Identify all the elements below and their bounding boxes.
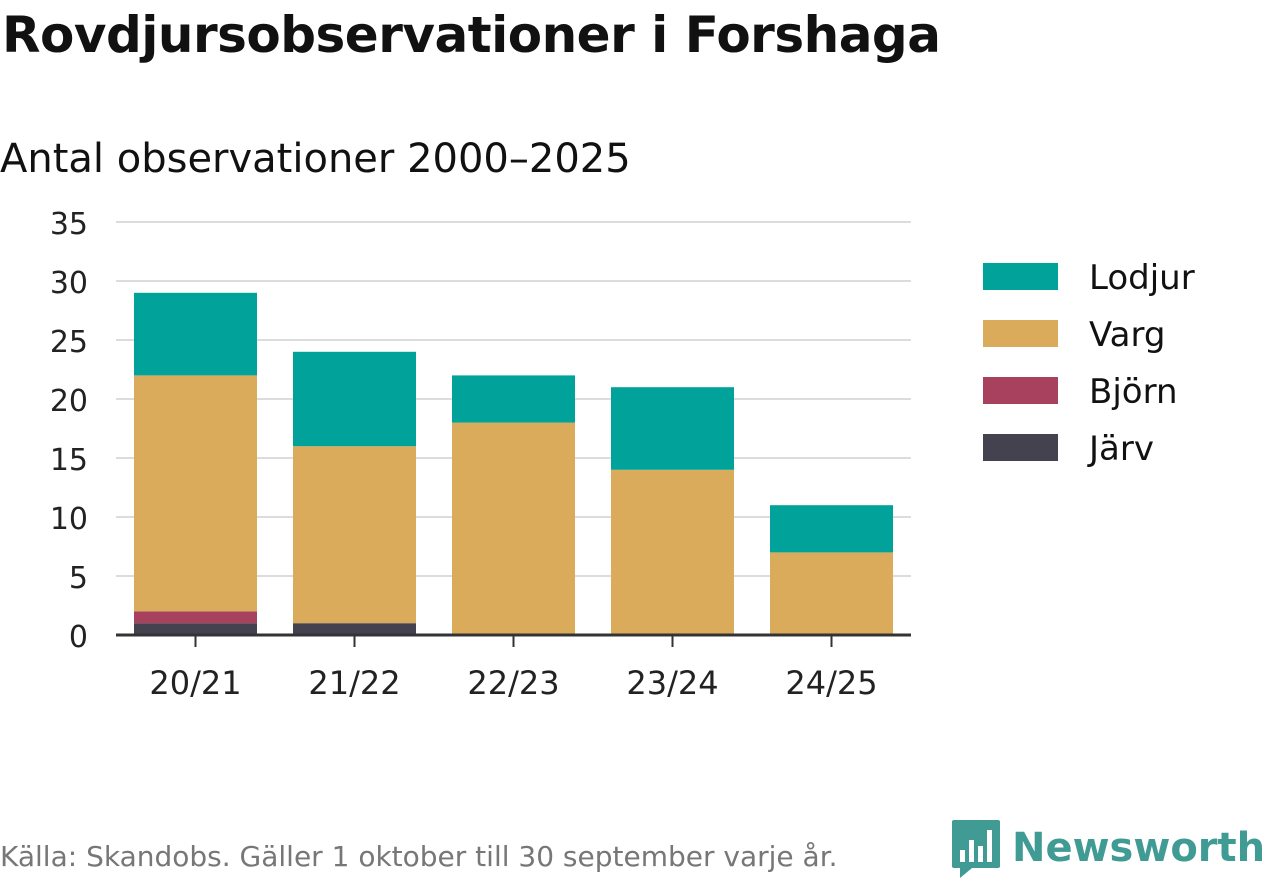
legend-swatch bbox=[983, 377, 1058, 404]
y-tick-label: 25 bbox=[50, 325, 88, 360]
bar-segment bbox=[452, 422, 575, 635]
bar-segment bbox=[293, 351, 416, 447]
bar-segment bbox=[770, 505, 893, 553]
bar-segment bbox=[770, 552, 893, 635]
y-tick-label: 30 bbox=[50, 266, 88, 301]
x-tick-label: 24/25 bbox=[785, 664, 877, 702]
x-tick-label: 22/23 bbox=[467, 664, 559, 702]
x-axis bbox=[116, 633, 911, 647]
bar-segment bbox=[293, 446, 416, 624]
newsworthy-logo: Newsworthy bbox=[950, 818, 1262, 878]
stacked-bar-chart: 0 5 10 15 20 25 30 35 20/21 21/22 22/23 23/24 24/25… bbox=[50, 207, 1195, 702]
y-tick-label: 35 bbox=[50, 207, 88, 242]
legend-label: Björn bbox=[1089, 372, 1178, 412]
y-tick-label: 15 bbox=[50, 443, 88, 478]
bar-segment bbox=[134, 611, 257, 624]
bar-segment bbox=[293, 623, 416, 635]
legend-label: Järv bbox=[1087, 429, 1154, 469]
x-tick-label: 23/24 bbox=[626, 664, 718, 702]
bar-segment bbox=[452, 375, 575, 423]
newsworthy-logo-icon bbox=[952, 820, 1000, 878]
newsworthy-logo-text: Newsworthy bbox=[1012, 825, 1262, 871]
legend: Lodjur Varg Björn Järv bbox=[983, 258, 1195, 469]
legend-swatch bbox=[983, 320, 1058, 347]
legend-label: Lodjur bbox=[1089, 258, 1195, 298]
y-axis-labels: 0 5 10 15 20 25 30 35 bbox=[50, 207, 88, 655]
bars bbox=[134, 292, 893, 635]
bar-segment bbox=[134, 623, 257, 635]
bar-segment bbox=[134, 375, 257, 612]
legend-label: Varg bbox=[1089, 315, 1165, 355]
bar-segment bbox=[611, 387, 734, 470]
x-axis-labels: 20/21 21/22 22/23 23/24 24/25 bbox=[149, 664, 877, 702]
legend-swatch bbox=[983, 263, 1058, 290]
legend-swatch bbox=[983, 434, 1058, 461]
x-tick-label: 21/22 bbox=[308, 664, 400, 702]
chart-title: Rovdjursobservationer i Forshaga bbox=[2, 6, 941, 64]
source-note: Källa: Skandobs. Gäller 1 oktober till 3… bbox=[0, 840, 838, 873]
bar-segment bbox=[611, 469, 734, 635]
y-tick-label: 5 bbox=[69, 561, 88, 596]
x-tick-label: 20/21 bbox=[149, 664, 241, 702]
y-tick-label: 0 bbox=[69, 620, 88, 655]
y-tick-label: 10 bbox=[50, 502, 88, 537]
bar-segment bbox=[134, 292, 257, 376]
y-tick-label: 20 bbox=[50, 384, 88, 419]
chart-subtitle: Antal observationer 2000–2025 bbox=[0, 136, 631, 182]
